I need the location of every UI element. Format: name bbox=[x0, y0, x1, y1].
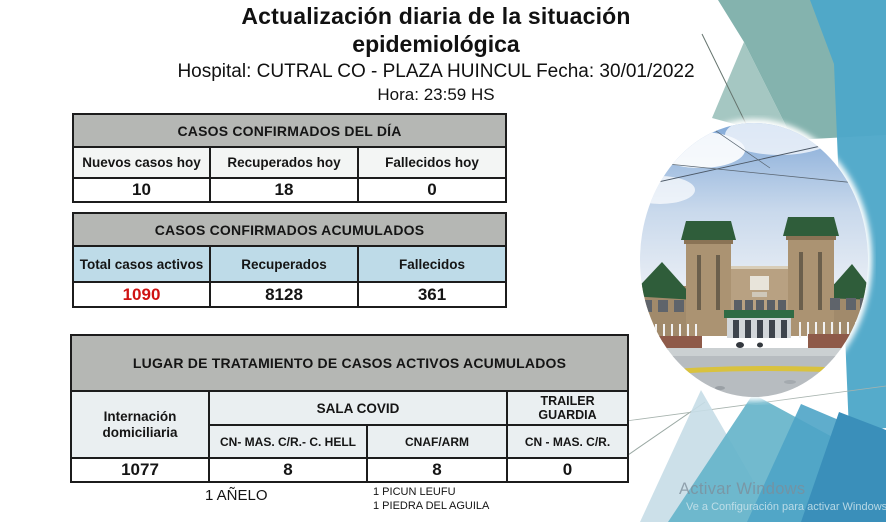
daily-value-new: 10 bbox=[72, 177, 211, 203]
cumulative-value-deceased: 361 bbox=[357, 281, 507, 308]
page-title-line2: epidemiológica bbox=[352, 31, 520, 57]
daily-value-deceased: 0 bbox=[356, 177, 508, 203]
treatment-value-sala1: 8 bbox=[208, 457, 368, 483]
treatment-col-home: Internación domiciliaria bbox=[70, 390, 210, 459]
treatment-col-trailer: TRAILER GUARDIA bbox=[505, 390, 630, 426]
daily-value-recovered: 18 bbox=[209, 177, 359, 203]
daily-table-title: CASOS CONFIRMADOS DEL DÍA bbox=[71, 113, 508, 148]
treatment-group-sala-covid: SALA COVID bbox=[208, 390, 508, 426]
hospital-date-subtitle: Hospital: CUTRAL CO - PLAZA HUINCUL Fech… bbox=[177, 61, 695, 82]
cumulative-value-active: 1090 bbox=[72, 281, 211, 308]
footnote-anelo: 1 AÑELO bbox=[205, 487, 268, 504]
time-line: Hora: 23:59 HS bbox=[377, 85, 495, 104]
photo-content bbox=[640, 123, 868, 397]
activate-windows-subtext: Ve a Configuración para activar Windows. bbox=[686, 501, 886, 513]
treatment-value-home: 1077 bbox=[70, 457, 210, 483]
cumulative-value-recovered: 8128 bbox=[209, 281, 359, 308]
page-title-line1: Actualización diaria de la situación bbox=[241, 3, 631, 29]
daily-cases-table: CASOS CONFIRMADOS DEL DÍA Nuevos casos h… bbox=[71, 113, 508, 203]
footnote-picun-leufu: 1 PICUN LEUFU bbox=[373, 486, 456, 498]
footnote-piedra-del-aguila: 1 PIEDRA DEL AGUILA bbox=[373, 500, 490, 512]
cumulative-cases-table: CASOS CONFIRMADOS ACUMULADOS Total casos… bbox=[72, 212, 507, 308]
cumulative-col-active: Total casos activos bbox=[72, 245, 211, 283]
activate-windows-watermark: Activar Windows bbox=[679, 480, 806, 498]
treatment-subcol-trailer-cn: CN - MAS. C/R. bbox=[505, 424, 630, 459]
treatment-value-trailer: 0 bbox=[505, 457, 630, 483]
cumulative-col-deceased: Fallecidos bbox=[357, 245, 507, 283]
treatment-table-title: LUGAR DE TRATAMIENTO DE CASOS ACTIVOS AC… bbox=[69, 334, 630, 392]
daily-col-deceased: Fallecidos hoy bbox=[356, 146, 508, 179]
treatment-subcol-cn-mas: CN- MAS. C/R.- C. HELL bbox=[208, 424, 368, 459]
daily-col-recovered: Recuperados hoy bbox=[209, 146, 359, 179]
hospital-photo bbox=[633, 115, 876, 405]
daily-col-new: Nuevos casos hoy bbox=[72, 146, 211, 179]
treatment-location-table: LUGAR DE TRATAMIENTO DE CASOS ACTIVOS AC… bbox=[69, 334, 630, 483]
cumulative-col-recovered: Recuperados bbox=[209, 245, 359, 283]
cumulative-table-title: CASOS CONFIRMADOS ACUMULADOS bbox=[72, 212, 507, 247]
treatment-value-sala2: 8 bbox=[366, 457, 508, 483]
treatment-subcol-cnaf: CNAF/ARM bbox=[366, 424, 508, 459]
